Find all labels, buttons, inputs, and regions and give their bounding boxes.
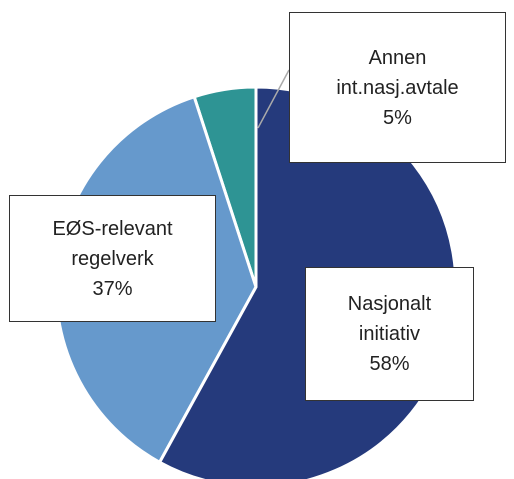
value-label: 37% — [92, 277, 133, 300]
category-label: Nasjonalt initiativ — [347, 293, 432, 345]
data-label-box: Nasjonalt initiativ 58% — [305, 267, 474, 401]
leader-line — [257, 69, 290, 129]
data-label-box: EØS-relevant regelverk 37% — [9, 195, 216, 322]
value-label: 5% — [383, 106, 412, 129]
category-label: EØS-relevant regelverk — [52, 217, 173, 270]
value-label: 58% — [369, 353, 410, 375]
data-label-box: Annen int.nasj.avtale 5% — [289, 12, 506, 163]
category-label: Annen int.nasj.avtale — [336, 46, 459, 99]
